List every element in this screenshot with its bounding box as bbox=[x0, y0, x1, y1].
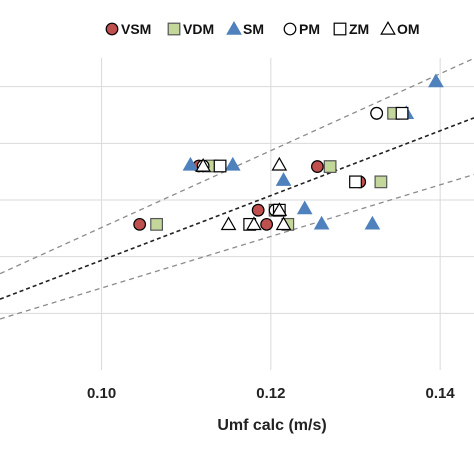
legend-marker-pm bbox=[283, 22, 297, 36]
point-sm bbox=[275, 172, 292, 186]
point-vsm bbox=[311, 160, 324, 173]
legend-marker-vsm bbox=[105, 22, 119, 36]
legend-item-vdm: VDM bbox=[167, 21, 214, 37]
point-vdm bbox=[150, 217, 163, 231]
point-sm bbox=[313, 215, 330, 230]
legend-marker-vdm bbox=[167, 22, 181, 36]
legend-item-vsm: VSM bbox=[105, 21, 151, 37]
legend-label-sm: SM bbox=[243, 21, 264, 37]
legend-marker-om bbox=[380, 20, 396, 35]
point-om bbox=[195, 157, 211, 172]
point-pm bbox=[370, 106, 384, 120]
x-axis: 0.10 0.12 0.14 Umf calc (m/s) bbox=[87, 385, 455, 434]
point-sm bbox=[224, 156, 241, 171]
legend-label-om: OM bbox=[397, 21, 420, 37]
point-om bbox=[220, 216, 237, 231]
point-sm bbox=[364, 215, 381, 230]
legend-marker-sm bbox=[226, 20, 242, 35]
legend-marker-zm bbox=[333, 22, 347, 36]
point-om bbox=[246, 216, 262, 231]
point-zm bbox=[395, 106, 409, 120]
legend-marker-vdm bbox=[167, 22, 181, 36]
legend-label-vsm: VSM bbox=[121, 21, 151, 37]
point-sm bbox=[296, 200, 313, 215]
legend-marker-pm bbox=[283, 22, 297, 36]
x-axis-title: Umf calc (m/s) bbox=[217, 417, 326, 434]
legend-marker-om bbox=[380, 20, 396, 35]
point-om bbox=[275, 216, 292, 231]
grid-layer bbox=[0, 58, 474, 370]
point-vdm bbox=[323, 160, 337, 173]
legend-item-zm: ZM bbox=[333, 21, 369, 37]
point-zm bbox=[349, 175, 362, 189]
reference-line-lower-bound bbox=[0, 173, 474, 320]
point-vsm bbox=[133, 217, 147, 231]
point-vsm bbox=[260, 217, 274, 231]
point-zm bbox=[213, 159, 227, 173]
x-tick-label: 0.10 bbox=[87, 385, 116, 402]
point-om bbox=[271, 202, 288, 216]
reference-line-upper-bound bbox=[0, 57, 474, 275]
reference-lines bbox=[0, 57, 474, 320]
legend-item-pm: PM bbox=[283, 21, 320, 37]
point-vdm bbox=[374, 175, 388, 189]
x-tick-label: 0.14 bbox=[426, 385, 456, 402]
legend-item-sm: SM bbox=[226, 20, 264, 37]
legend-label-zm: ZM bbox=[349, 21, 369, 37]
point-sm bbox=[428, 73, 444, 88]
legend-label-pm: PM bbox=[299, 21, 320, 37]
legend-label-vdm: VDM bbox=[183, 21, 214, 37]
legend: VSM VDM SM PM ZM OM bbox=[105, 20, 420, 37]
point-sm bbox=[182, 156, 199, 171]
data-points bbox=[133, 73, 444, 231]
legend-marker-sm bbox=[226, 20, 242, 35]
legend-marker-vsm bbox=[105, 22, 119, 36]
x-tick-label: 0.12 bbox=[256, 385, 285, 402]
point-vsm bbox=[251, 203, 265, 217]
legend-marker-zm bbox=[333, 22, 347, 36]
reference-line-fit bbox=[0, 117, 474, 300]
legend-item-om: OM bbox=[380, 20, 420, 37]
point-om bbox=[271, 156, 288, 171]
